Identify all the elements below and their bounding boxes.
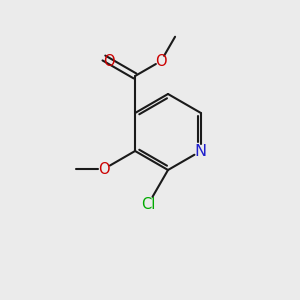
Text: O: O [98, 161, 110, 176]
Text: O: O [155, 53, 167, 68]
Text: O: O [103, 53, 115, 68]
Text: Cl: Cl [141, 197, 155, 212]
Text: N: N [195, 143, 207, 158]
